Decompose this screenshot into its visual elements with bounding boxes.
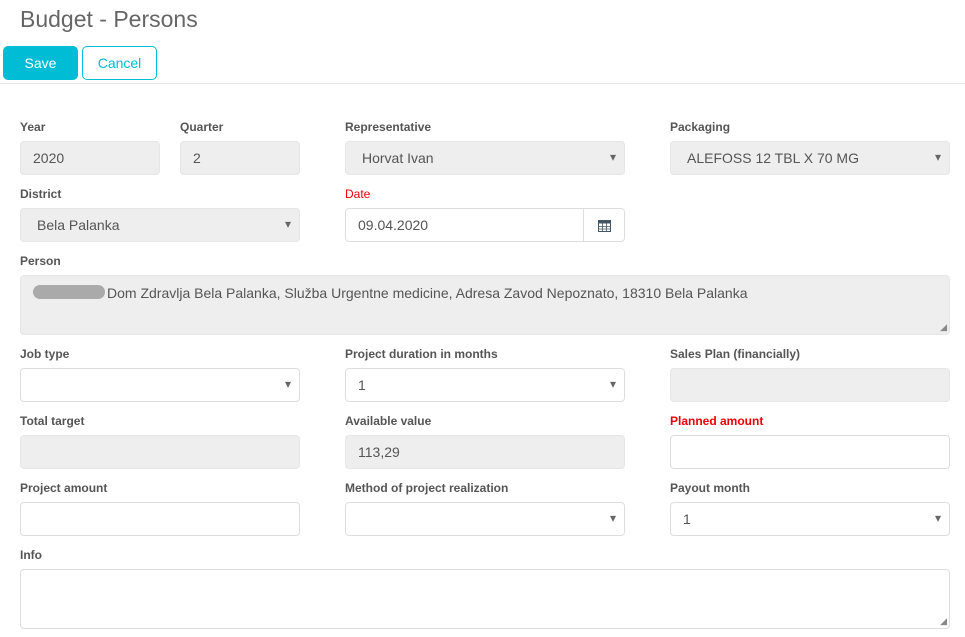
person-label: Person <box>20 254 61 268</box>
date-input[interactable]: 09.04.2020 <box>345 208 584 242</box>
method-label: Method of project realization <box>345 481 509 495</box>
resize-handle-icon[interactable]: ◢ <box>940 322 947 332</box>
sales-plan-field[interactable] <box>670 368 950 402</box>
available-field[interactable]: 113,29 <box>345 435 625 469</box>
packaging-label: Packaging <box>670 120 731 134</box>
total-target-field[interactable] <box>20 435 300 469</box>
resize-handle-icon[interactable]: ◢ <box>940 616 947 626</box>
divider <box>0 83 965 84</box>
page-title: Budget - Persons <box>20 6 198 32</box>
duration-select[interactable]: 1 <box>345 368 625 402</box>
info-textarea[interactable]: ◢ <box>20 569 950 629</box>
planned-input[interactable] <box>670 435 950 469</box>
payout-select[interactable]: 1 <box>670 502 950 536</box>
calendar-icon[interactable] <box>583 208 625 242</box>
person-value: Dom Zdravlja Bela Palanka, Služba Urgent… <box>107 285 748 301</box>
date-label: Date <box>345 187 371 201</box>
job-type-label: Job type <box>20 347 70 361</box>
save-button[interactable]: Save <box>3 46 78 80</box>
year-field[interactable]: 2020 <box>20 141 160 175</box>
available-label: Available value <box>345 414 432 428</box>
total-target-label: Total target <box>20 414 85 428</box>
payout-label: Payout month <box>670 481 750 495</box>
representative-select[interactable]: Horvat Ivan <box>345 141 625 175</box>
project-amount-label: Project amount <box>20 481 108 495</box>
packaging-select[interactable]: ALEFOSS 12 TBL X 70 MG <box>670 141 950 175</box>
representative-label: Representative <box>345 120 432 134</box>
district-select[interactable]: Bela Palanka <box>20 208 300 242</box>
sales-plan-label: Sales Plan (financially) <box>670 347 801 361</box>
district-label: District <box>20 187 62 201</box>
duration-label: Project duration in months <box>345 347 498 361</box>
info-label: Info <box>20 548 42 562</box>
method-select[interactable] <box>345 502 625 536</box>
planned-label: Planned amount <box>670 414 764 428</box>
quarter-field[interactable]: 2 <box>180 141 300 175</box>
cancel-button[interactable]: Cancel <box>82 46 157 80</box>
person-textarea[interactable]: Dom Zdravlja Bela Palanka, Služba Urgent… <box>20 275 950 335</box>
project-amount-input[interactable] <box>20 502 300 536</box>
year-label: Year <box>20 120 46 134</box>
quarter-label: Quarter <box>180 120 224 134</box>
redacted-name <box>33 285 105 299</box>
job-type-select[interactable] <box>20 368 300 402</box>
